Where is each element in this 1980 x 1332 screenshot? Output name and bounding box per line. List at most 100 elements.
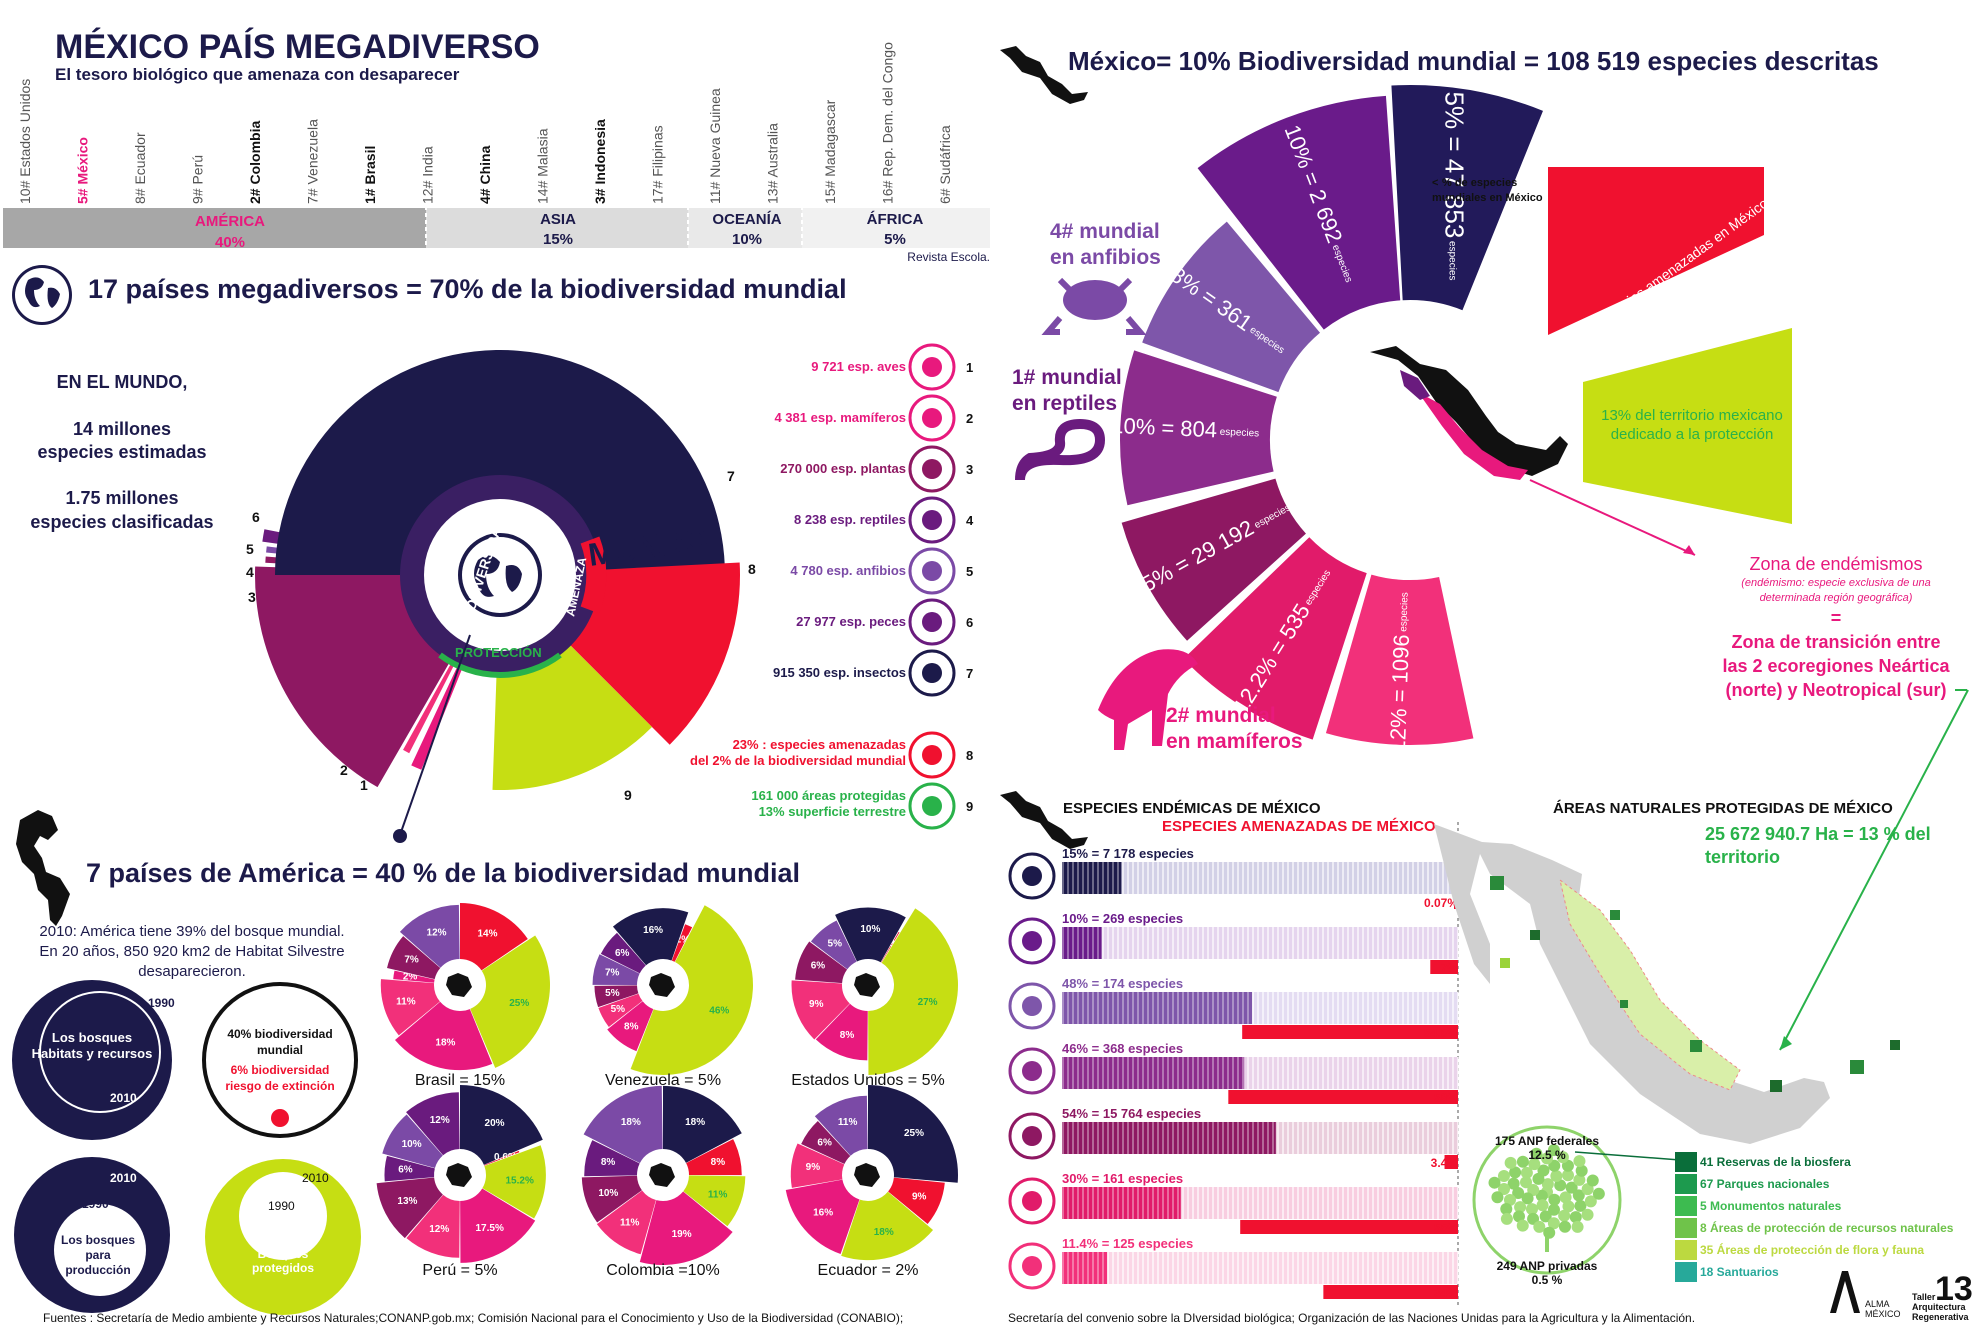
rank-reptiles-2: en reptiles xyxy=(1012,392,1117,415)
country-pie-label: 9% xyxy=(806,1162,821,1173)
c2-red-1: 6% biodiversidad xyxy=(231,1063,330,1077)
country-label: 12# India xyxy=(420,146,436,204)
anp-legend-swatch xyxy=(1675,1218,1697,1238)
anp-legend-swatch xyxy=(1675,1174,1697,1194)
mexico-segment xyxy=(1325,574,1474,745)
world-legend-text: 23% : especies amenazadas xyxy=(733,737,906,752)
country-pie-label: 10% xyxy=(402,1139,422,1150)
anp-legend-text: 18 Santuarios xyxy=(1700,1265,1779,1279)
c3-year-2: 1990 xyxy=(82,1197,109,1211)
threat-arc xyxy=(580,536,607,614)
threatened-box xyxy=(1548,167,1764,335)
mexico-segment xyxy=(1391,85,1543,311)
world-legend-text: 8 238 esp. reptiles xyxy=(794,512,906,527)
region-oceania-pct: 10% xyxy=(732,231,762,248)
threat-bar xyxy=(1323,1285,1458,1299)
country-pie-slice xyxy=(801,1121,851,1165)
world-left-line-1: EN EL MUNDO, xyxy=(57,372,188,392)
country-pie-slice xyxy=(888,1177,945,1225)
endemic-row-label: 10% = 269 especies xyxy=(1062,911,1183,926)
country-pie: 0.3% 27% 8% 9% 6% 5% 10% Estados Unidos = 5% xyxy=(791,907,958,1089)
bird-icon-glyph xyxy=(922,357,942,377)
country-pie-slice xyxy=(791,980,850,1040)
monkey-icon-glyph xyxy=(922,745,942,765)
country-pie-slice xyxy=(790,1143,845,1188)
country-pie: 18% 8% 11% 19% 11% 10% 8% 18% Colombia =10% xyxy=(581,1085,746,1279)
country-pie-slice xyxy=(376,1177,443,1239)
proteccion-label: PROTECCIÓN xyxy=(455,645,542,660)
frog-icon-glyph xyxy=(1022,996,1042,1016)
country-pie-label: 10% xyxy=(598,1188,618,1199)
country-pie-slice xyxy=(785,1179,860,1254)
country-label: 4# China xyxy=(477,145,493,204)
anp-federal-2: 12.5 % xyxy=(1528,1148,1566,1162)
endemic-row-label: 15% = 7 178 especies xyxy=(1062,846,1194,861)
anp-legend: 41 Reservas de la biosfera 67 Parques nac… xyxy=(1675,1152,1954,1282)
country-pie-label: 11% xyxy=(708,1190,728,1201)
country-pie-slice xyxy=(384,1155,435,1182)
country-pie-slice xyxy=(835,907,906,963)
world-segment-2 xyxy=(403,644,464,754)
beetle-icon-glyph xyxy=(922,663,942,683)
anp-federal-1: 175 ANP federales xyxy=(1495,1134,1599,1148)
anp-legend-swatch xyxy=(1675,1152,1697,1172)
anp-legend-swatch xyxy=(1675,1240,1697,1260)
threat-label: 55% xyxy=(1434,1221,1458,1235)
anp-private-1: 249 ANP privadas xyxy=(1497,1259,1598,1273)
svg-text:Taller: Taller xyxy=(1912,1292,1936,1302)
world-legend-text2: 13% superficie terrestre xyxy=(759,804,906,819)
snake-icon-glyph xyxy=(1022,1061,1042,1081)
world-segment-label: 6 xyxy=(252,509,260,525)
world-segment-label: 9 xyxy=(624,787,632,803)
endemism-line-1: Zona de endémismos xyxy=(1749,554,1922,574)
country-map-icon-shape xyxy=(649,973,675,997)
endemism-line-6: las 2 ecoregiones Neártica xyxy=(1722,656,1950,676)
world-left-line-5: especies clasificadas xyxy=(30,512,213,532)
c4-title-1: Bosques xyxy=(258,1247,309,1261)
country-pie-slice xyxy=(592,954,640,985)
country-pie: 14% 25% 18% 11% 2% 7% 12% Brasil = 15% xyxy=(380,903,550,1089)
country-pie-label: 12% xyxy=(430,1115,450,1126)
country-pie-slice xyxy=(686,1139,742,1176)
country-pie-title: Colombia =10% xyxy=(606,1262,719,1279)
country-pie-slice xyxy=(596,1190,656,1255)
svg-text:MÉXICO: MÉXICO xyxy=(1865,1309,1901,1319)
country-pie-slice xyxy=(815,1003,868,1061)
country-pie-slice xyxy=(598,993,643,1028)
country-pie-slice xyxy=(600,932,646,974)
country-label: 3# Indonesia xyxy=(592,119,608,204)
threat-label: 54.5% xyxy=(1424,1026,1458,1040)
country-label: 10# Estados Unidos xyxy=(17,79,33,204)
country-pie-label: 0.6% xyxy=(494,1152,517,1163)
region-africa-pct: 5% xyxy=(884,231,906,248)
mexico-segment xyxy=(1183,537,1367,740)
threat-label: 58% xyxy=(1434,1091,1458,1105)
country-pie-slice xyxy=(810,920,857,970)
country-pie-label: 16% xyxy=(643,925,663,936)
country-pie-slice xyxy=(460,1085,543,1165)
elephant-icon-glyph xyxy=(922,408,942,428)
country-map-icon-shape xyxy=(446,1163,472,1187)
country-pie-slice xyxy=(382,1114,443,1169)
country-pie-slice xyxy=(594,985,639,1008)
alma-mexico-logo: ALMA MÉXICO xyxy=(1830,1271,1901,1319)
world-legend-text2: del 2% de la biodiversidad mundial xyxy=(690,753,906,768)
mexico-map-icon-bottom xyxy=(1000,791,1088,849)
region-bar-asia xyxy=(426,208,688,248)
country-map-icon-shape xyxy=(854,973,880,997)
country-pie-label: 16% xyxy=(813,1208,833,1219)
country-pie-slice xyxy=(868,1085,958,1183)
endemic-row-label: 54% = 15 764 especies xyxy=(1062,1106,1201,1121)
tree-icon-glyph xyxy=(1022,1126,1042,1146)
protection-box-line-1: 13% del territorio mexicano xyxy=(1601,407,1783,424)
world-segment-label: 2 xyxy=(340,762,348,778)
country-label: 11# Nueva Guinea xyxy=(707,88,723,204)
country-pie-label: 8% xyxy=(624,1022,639,1033)
country-map-icon-shape xyxy=(649,1163,675,1187)
c2-red-2: riesgo de extinción xyxy=(225,1079,334,1093)
footer-right: Secretaría del convenio sobre la DIversi… xyxy=(1008,1311,1695,1325)
country-pie-slice xyxy=(683,1175,746,1227)
threat-bar xyxy=(1228,1090,1458,1104)
country-pie-label: 19% xyxy=(672,1229,692,1240)
world-legend-text: 915 350 esp. insectos xyxy=(773,665,906,680)
